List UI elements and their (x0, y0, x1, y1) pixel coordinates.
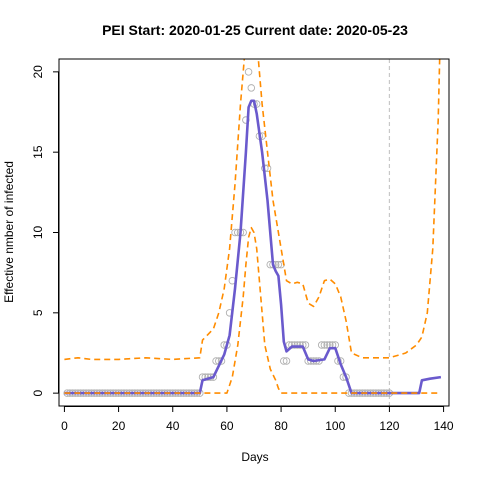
observed-point (274, 260, 283, 269)
observed-point (247, 84, 256, 92)
x-tick-label: 20 (112, 419, 126, 433)
y-tick-label: 10 (31, 226, 45, 240)
x-tick-label: 40 (166, 419, 180, 433)
y-tick-label: 0 (31, 389, 45, 396)
estimate-line (64, 99, 442, 395)
observed-point (242, 116, 250, 124)
data-layer (63, 59, 442, 406)
observed-point (320, 341, 329, 349)
observed-point (293, 341, 302, 349)
observed-point (290, 341, 299, 349)
lower-bound-line (64, 226, 441, 394)
x-tick-label: 0 (61, 419, 68, 433)
x-tick-label: 120 (379, 419, 399, 433)
y-tick-label: 5 (31, 309, 45, 316)
x-tick-label: 100 (325, 419, 345, 433)
observed-point (231, 228, 239, 237)
plot-area: 0 20 40 60 80 100 120 140 0 5 10 15 20 (31, 58, 454, 433)
chart-title: PEI Start: 2020-01-25 Current date: 2020… (102, 22, 408, 38)
observed-point (296, 341, 304, 349)
observed-point (282, 357, 291, 365)
y-axis-label: Effective nmber of infected (2, 161, 16, 303)
upper-bound-line (64, 59, 441, 361)
x-tick-label: 80 (274, 419, 288, 433)
observed-point (323, 341, 331, 349)
x-axis-label: Days (241, 450, 268, 464)
observed-point (212, 357, 220, 365)
observed-point (317, 341, 326, 349)
y-tick-label: 15 (31, 145, 45, 159)
x-tick-label: 60 (220, 419, 234, 433)
x-tick-label: 140 (434, 419, 454, 433)
observed-point (301, 341, 310, 349)
observed-point (280, 357, 288, 365)
observed-point (244, 68, 253, 76)
y-tick-label: 20 (31, 65, 45, 79)
